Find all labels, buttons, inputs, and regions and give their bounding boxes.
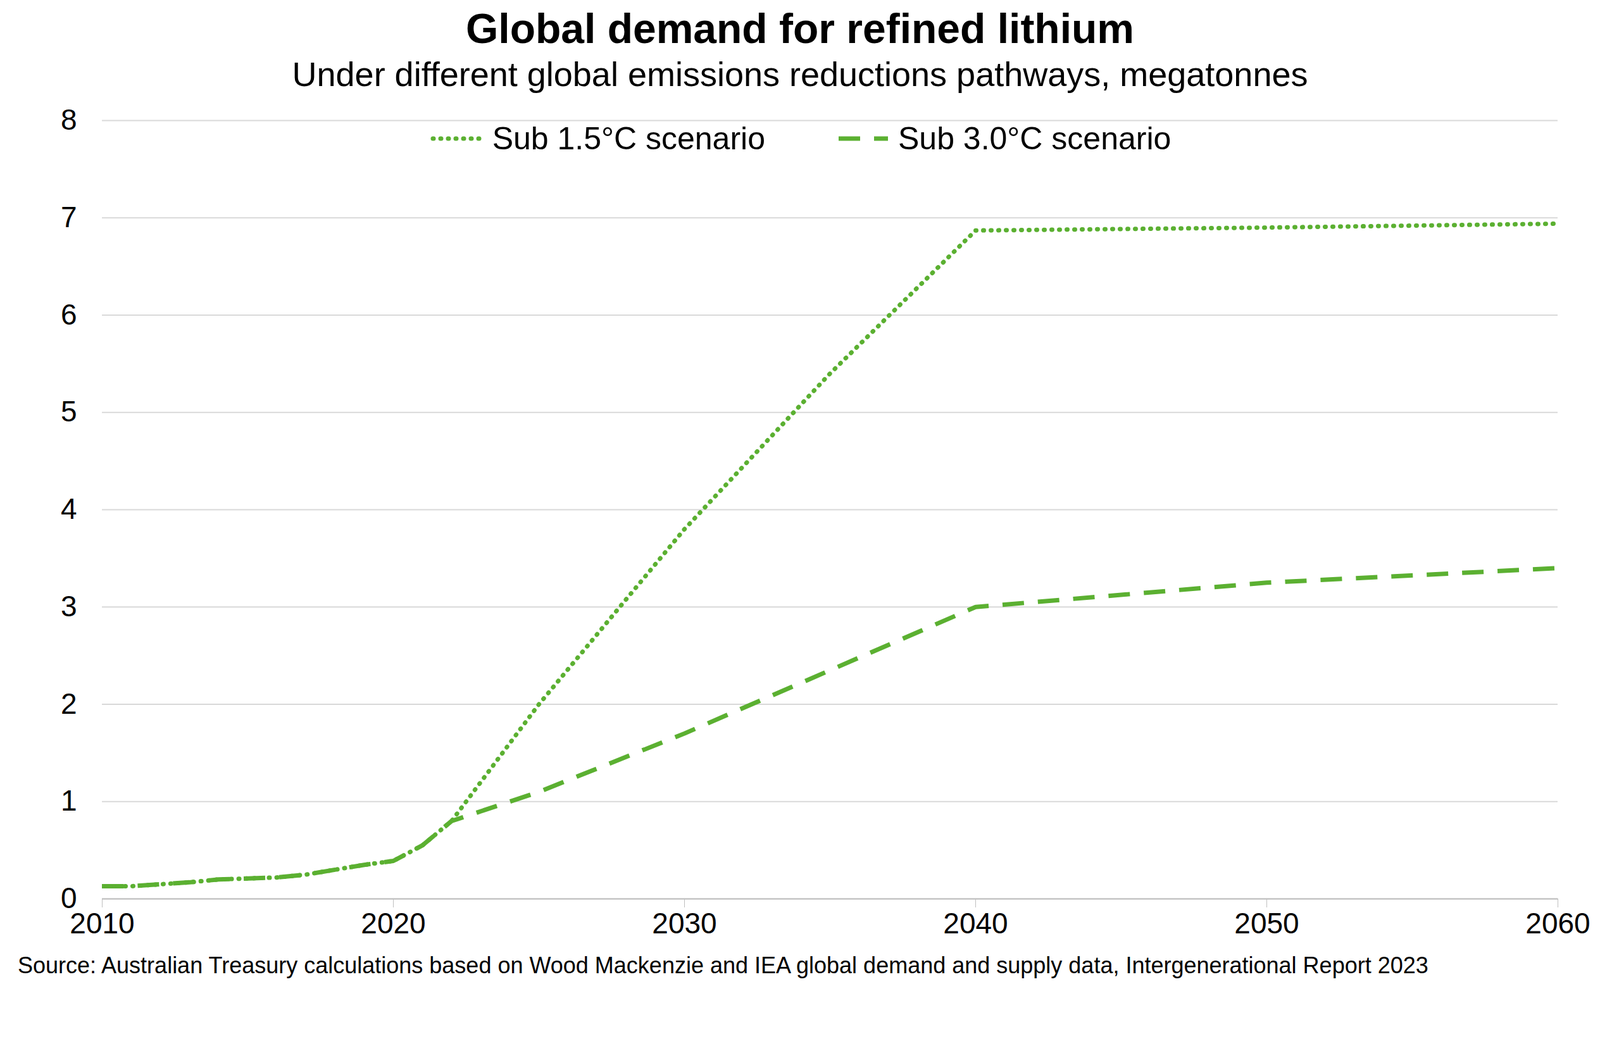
svg-text:2050: 2050 <box>1234 906 1299 940</box>
html-text:Sub 3.0°C scenario: Sub 3.0°C scenario <box>898 120 1172 157</box>
html-text:Source: Australian Treasury ca: Source: Australian Treasury calculations… <box>17 952 1429 979</box>
svg-text:4: 4 <box>60 492 78 526</box>
svg-text:5: 5 <box>60 394 78 428</box>
svg-text:2060: 2060 <box>1525 906 1590 940</box>
html-text:Sub 1.5°C scenario: Sub 1.5°C scenario <box>492 120 766 157</box>
svg-text:1: 1 <box>60 784 78 818</box>
svg-text:2030: 2030 <box>651 906 717 940</box>
html-text:Under different global emissio: Under different global emissions reducti… <box>292 55 1308 94</box>
svg-text:8: 8 <box>60 103 78 137</box>
svg-text:0: 0 <box>60 881 78 915</box>
svg-text:2040: 2040 <box>943 906 1008 940</box>
html-text:Global demand for refined lith: Global demand for refined lithium <box>465 5 1135 52</box>
svg-text:2010: 2010 <box>69 906 135 940</box>
svg-text:2: 2 <box>60 687 78 721</box>
svg-text:6: 6 <box>60 298 78 332</box>
svg-text:7: 7 <box>60 200 78 234</box>
svg-text:2020: 2020 <box>360 906 426 940</box>
svg-text:3: 3 <box>60 589 78 623</box>
